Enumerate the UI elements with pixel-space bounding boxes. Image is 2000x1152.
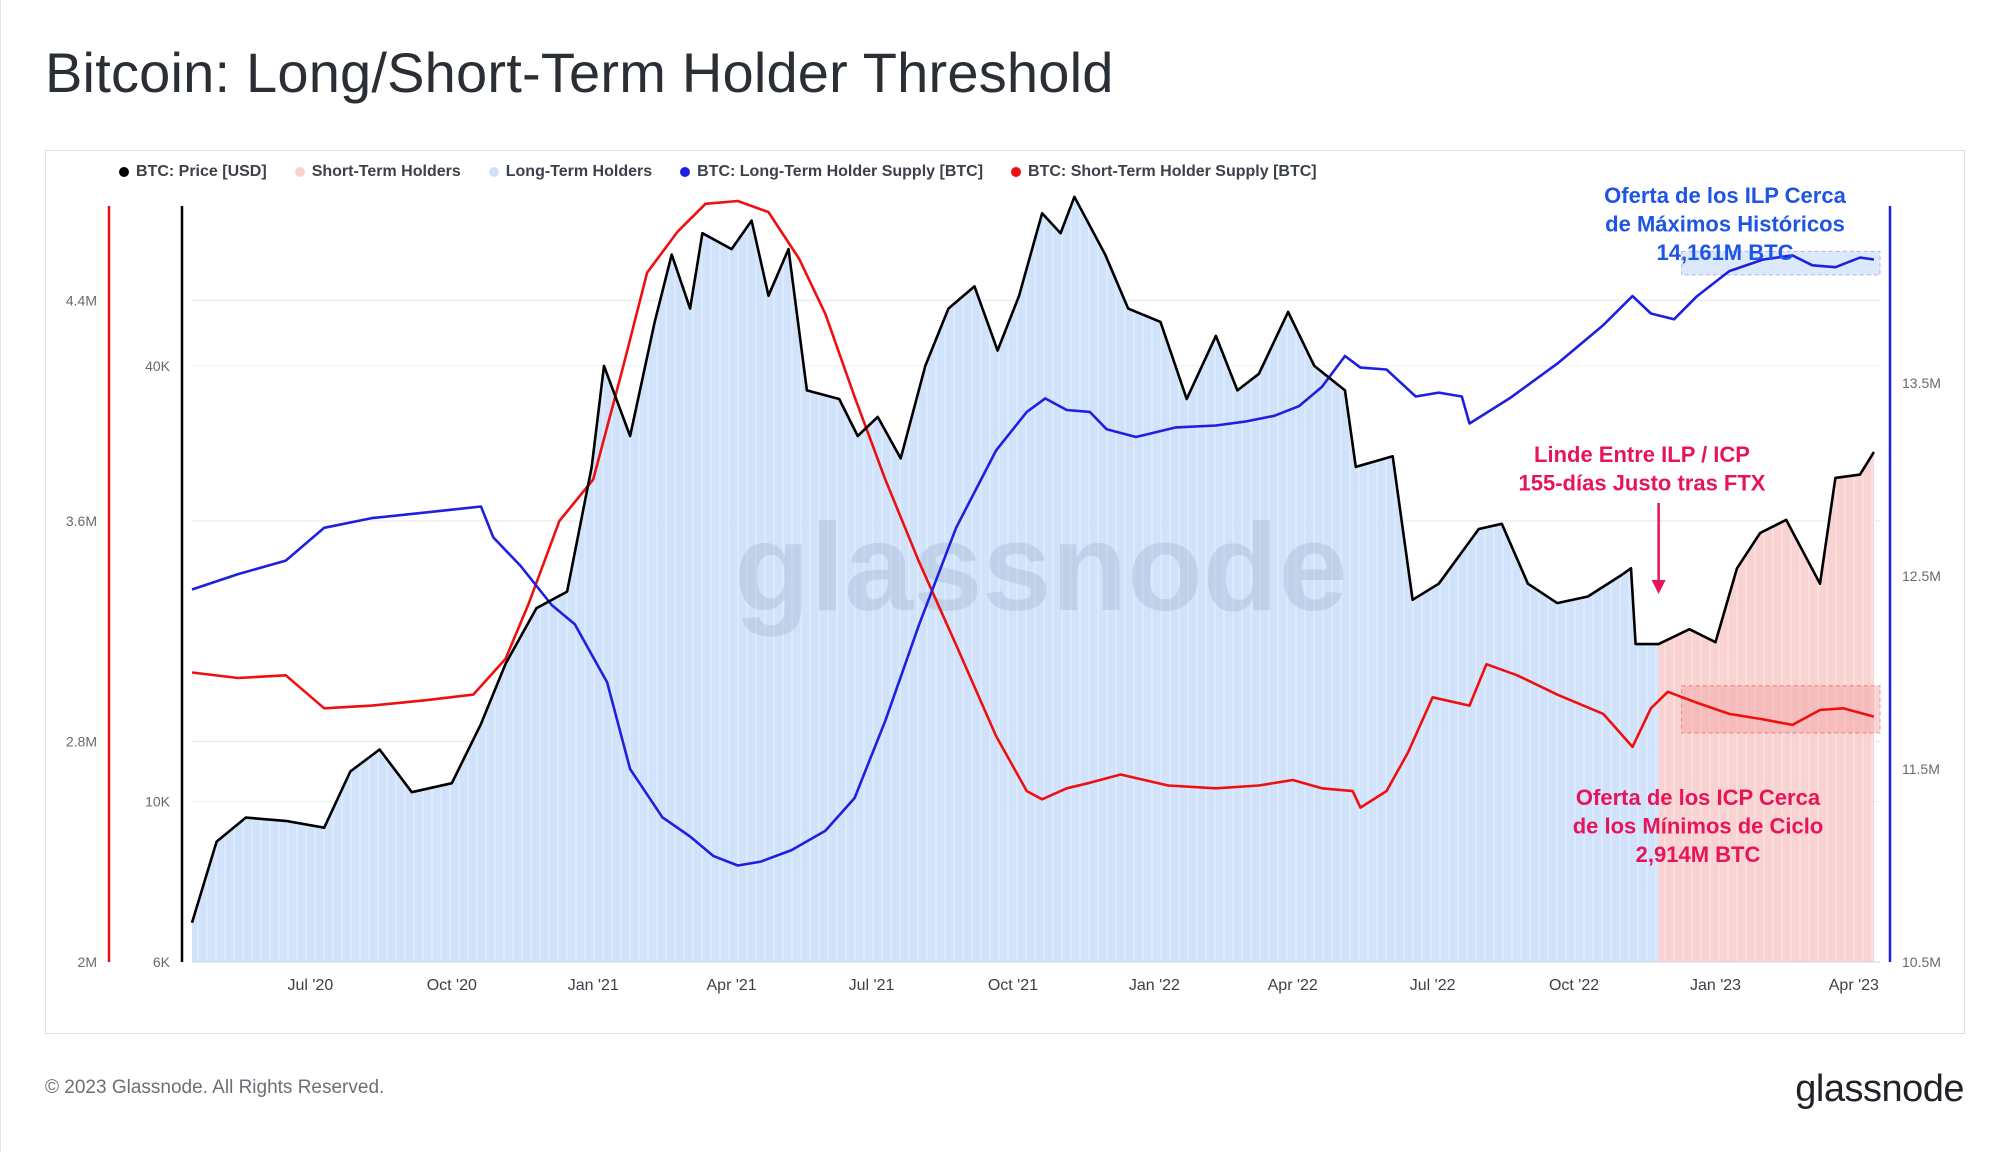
legend-label-sth-area: Short-Term Holders: [311, 163, 461, 180]
lth-annotation-line: 14,161M BTC: [1657, 240, 1794, 265]
sth-area: [1658, 452, 1874, 962]
copyright-footer: © 2023 Glassnode. All Rights Reserved.: [45, 1077, 385, 1098]
price-line: [190, 195, 1876, 924]
threshold-annotation-line: 155-días Justo tras FTX: [1519, 471, 1766, 496]
y-tick-lth: 10.5M: [1902, 954, 1941, 970]
y-tick-lth: 13.5M: [1902, 375, 1941, 391]
legend-item-lth-area[interactable]: Long-Term Holders: [488, 163, 653, 181]
sth-annotation: Oferta de los ICP Cerca de los Mínimos de…: [1573, 785, 1824, 867]
lth-annotation-line: de Máximos Históricos: [1605, 212, 1845, 237]
legend-label-price: BTC: Price [USD]: [136, 163, 267, 180]
legend-item-lth-supply[interactable]: BTC: Long-Term Holder Supply [BTC]: [680, 163, 983, 181]
threshold-arrow-head: [1651, 580, 1666, 594]
x-tick: Jan '21: [568, 977, 619, 994]
page-title: Bitcoin: Long/Short-Term Holder Threshol…: [45, 41, 1114, 104]
legend-dot-price: [119, 167, 129, 177]
lth-supply-line: [191, 254, 1875, 867]
x-tick: Oct '20: [427, 977, 477, 994]
threshold-annotation-line: Linde Entre ILP / ICP: [1534, 442, 1750, 467]
lth-annotation-line: Oferta de los ILP Cerca: [1604, 183, 1846, 208]
y-tick-sth: 4.4M: [66, 292, 97, 308]
legend-item-sth-area[interactable]: Short-Term Holders: [294, 163, 461, 181]
legend-label-lth-area: Long-Term Holders: [505, 163, 653, 180]
y-tick-sth: 2.8M: [66, 733, 97, 749]
x-tick: Apr '23: [1829, 977, 1879, 994]
legend-dot-lth-supply: [680, 167, 691, 177]
legend-dot-lth-area: [488, 167, 499, 177]
x-tick: Oct '21: [988, 977, 1038, 994]
legend-label-sth-supply: BTC: Short-Term Holder Supply [BTC]: [1028, 163, 1317, 180]
y-tick-sth: 3.6M: [66, 513, 97, 529]
x-tick: Apr '21: [707, 977, 757, 994]
x-tick: Jan '22: [1129, 977, 1180, 994]
x-tick: Apr '22: [1268, 977, 1318, 994]
sth-supply-line: [191, 199, 1875, 809]
x-tick: Jul '20: [288, 977, 334, 994]
y-tick-price: 10K: [145, 793, 171, 809]
sth-annotation-line: de los Mínimos de Ciclo: [1573, 814, 1824, 839]
legend-item-sth-supply[interactable]: BTC: Short-Term Holder Supply [BTC]: [1011, 163, 1317, 181]
legend-dot-sth-area: [294, 167, 305, 177]
legend-label-lth-supply: BTC: Long-Term Holder Supply [BTC]: [697, 163, 984, 180]
glassnode-logo[interactable]: glassnode: [1795, 1068, 1964, 1110]
legend-dot-sth-supply: [1011, 167, 1022, 177]
chart-legend: BTC: Price [USD] Short-Term Holders Long…: [119, 160, 1317, 184]
y-tick-price: 40K: [145, 358, 171, 374]
lth-highlight-box: [1681, 250, 1881, 276]
y-tick-lth: 12.5M: [1902, 568, 1941, 584]
x-tick: Jan '23: [1690, 977, 1741, 994]
x-tick: Jul '21: [849, 977, 895, 994]
lth-area: [192, 196, 1659, 963]
x-tick: Oct '22: [1549, 977, 1599, 994]
lth-annotation: Oferta de los ILP Cerca de Máximos Histór…: [1604, 183, 1846, 265]
x-tick: Jul '22: [1410, 977, 1456, 994]
y-tick-price: 6K: [153, 954, 171, 970]
glassnode-watermark: glassnode: [734, 499, 1347, 637]
sth-annotation-line: 2,914M BTC: [1636, 842, 1761, 867]
legend-item-price[interactable]: BTC: Price [USD]: [119, 163, 267, 181]
threshold-annotation: Linde Entre ILP / ICP 155-días Justo tras…: [1519, 442, 1766, 496]
y-tick-sth: 2M: [78, 954, 97, 970]
y-tick-lth: 11.5M: [1902, 761, 1940, 777]
sth-annotation-line: Oferta de los ICP Cerca: [1576, 785, 1821, 810]
